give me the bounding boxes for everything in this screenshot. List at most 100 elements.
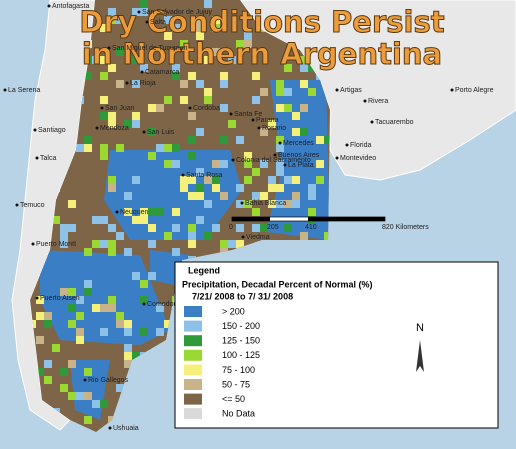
grid-cell xyxy=(68,320,76,328)
grid-cell xyxy=(196,24,204,32)
grid-cell xyxy=(244,32,252,40)
city-dot xyxy=(142,130,146,134)
grid-cell xyxy=(188,136,196,144)
grid-cell xyxy=(292,128,300,136)
grid-cell xyxy=(108,248,116,256)
legend-items: > 200 150 - 200 125 - 150 100 - 125 75 - 100… xyxy=(184,306,260,420)
grid-cell xyxy=(308,184,316,192)
grid-cell xyxy=(292,200,300,208)
grid-cell xyxy=(108,112,116,120)
grid-cell xyxy=(252,72,260,80)
grid-cell xyxy=(204,0,212,8)
scale-label: 410 xyxy=(305,224,317,231)
grid-cell xyxy=(100,56,108,64)
city-dot xyxy=(283,163,287,167)
grid-cell xyxy=(68,304,76,312)
grid-cell xyxy=(212,224,220,232)
grid-cell xyxy=(140,296,148,304)
grid-cell xyxy=(132,56,140,64)
grid-cell xyxy=(132,216,140,224)
grid-cell xyxy=(204,88,212,96)
grid-cell xyxy=(76,336,84,344)
grid-cell xyxy=(100,240,108,248)
grid-cell xyxy=(268,184,276,192)
grid-cell xyxy=(156,104,164,112)
legend-swatch xyxy=(184,364,202,376)
grid-cell xyxy=(164,16,172,24)
grid-cell xyxy=(44,312,52,320)
legend-title: Legend xyxy=(188,265,220,275)
city-dot xyxy=(115,210,119,214)
grid-cell xyxy=(124,360,132,368)
grid-cell xyxy=(276,144,284,152)
grid-cell xyxy=(100,96,108,104)
grid-cell xyxy=(212,184,220,192)
grid-cell xyxy=(196,128,204,136)
grid-cell xyxy=(140,64,148,72)
grid-cell xyxy=(308,192,316,200)
legend-swatch xyxy=(184,335,202,347)
grid-cell xyxy=(108,184,116,192)
city-label: Montevideo xyxy=(340,155,376,162)
grid-cell xyxy=(196,168,204,176)
grid-cell xyxy=(252,96,260,104)
grid-cell xyxy=(196,216,204,224)
scale-label: 820 Kilometers xyxy=(382,224,429,231)
grid-cell xyxy=(68,288,76,296)
city-label: Santiago xyxy=(38,127,66,134)
grid-cell xyxy=(172,224,180,232)
legend-swatch xyxy=(184,393,202,405)
city-label: Mendoza xyxy=(100,125,129,132)
grid-cell xyxy=(188,176,196,184)
grid-cell xyxy=(100,112,108,120)
legend-label: 50 - 75 xyxy=(222,379,250,389)
grid-cell xyxy=(156,144,164,152)
grid-cell xyxy=(236,240,244,248)
grid-cell xyxy=(300,64,308,72)
grid-cell xyxy=(100,24,108,32)
grid-cell xyxy=(308,208,316,216)
grid-cell xyxy=(212,24,220,32)
grid-cell xyxy=(244,176,252,184)
city-label: Mercedes xyxy=(283,140,314,147)
grid-cell xyxy=(172,144,180,152)
city-label: La Serena xyxy=(8,87,40,94)
city-dot xyxy=(273,153,277,157)
city-dot xyxy=(450,88,454,92)
grid-cell xyxy=(300,232,308,240)
grid-cell xyxy=(76,312,84,320)
legend-label: <= 50 xyxy=(222,394,245,404)
grid-cell xyxy=(300,104,308,112)
grid-cell xyxy=(140,328,148,336)
grid-cell xyxy=(84,248,92,256)
grid-cell xyxy=(180,96,188,104)
grid-cell xyxy=(164,96,172,104)
grid-cell xyxy=(188,232,196,240)
city-label: Santa Rosa xyxy=(186,172,223,179)
city-dot xyxy=(108,426,112,430)
grid-cell xyxy=(260,224,268,232)
grid-cell xyxy=(60,288,68,296)
grid-cell xyxy=(236,224,244,232)
grid-cell xyxy=(60,232,68,240)
grid-cell xyxy=(220,240,228,248)
grid-cell xyxy=(36,368,44,376)
city-label: Rivera xyxy=(368,98,388,105)
grid-cell xyxy=(108,16,116,24)
grid-cell xyxy=(68,360,76,368)
legend-label: > 200 xyxy=(222,306,245,316)
grid-cell xyxy=(148,152,156,160)
grid-cell xyxy=(108,8,116,16)
grid-cell xyxy=(284,224,292,232)
grid-cell xyxy=(252,192,260,200)
grid-cell xyxy=(300,80,308,88)
legend-swatch xyxy=(184,408,202,420)
grid-cell xyxy=(276,104,284,112)
grid-cell xyxy=(180,176,188,184)
city-dot xyxy=(107,46,111,50)
city-dot xyxy=(278,141,282,145)
grid-cell xyxy=(100,144,108,152)
grid-cell xyxy=(204,96,212,104)
grid-cell xyxy=(92,56,100,64)
grid-cell xyxy=(116,144,124,152)
